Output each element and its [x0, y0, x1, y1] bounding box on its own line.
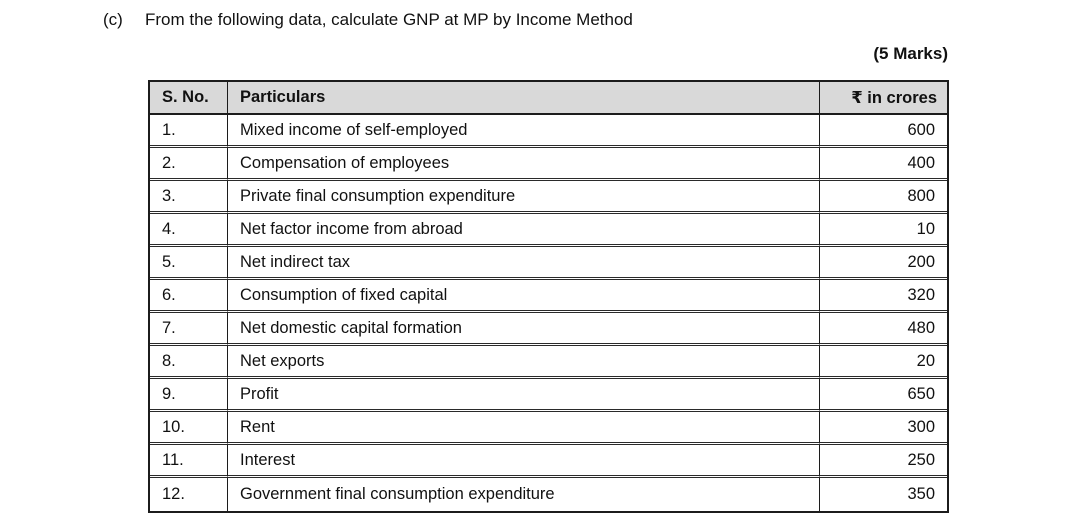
particulars-cell: Interest: [227, 445, 819, 478]
table-row: 1. Mixed income of self-employed 600: [150, 115, 947, 148]
table-row: 12. Government final consumption expendi…: [150, 478, 947, 511]
amount-cell: 650: [819, 379, 947, 412]
amount-cell: 350: [819, 478, 947, 511]
header-particulars: Particulars: [227, 82, 819, 115]
header-sno: S. No.: [150, 82, 227, 115]
amount-cell: 320: [819, 280, 947, 313]
particulars-cell: Net factor income from abroad: [227, 214, 819, 247]
sno-cell: 2.: [150, 148, 227, 181]
table-row: 6. Consumption of fixed capital 320: [150, 280, 947, 313]
sno-cell: 7.: [150, 313, 227, 346]
table-row: 4. Net factor income from abroad 10: [150, 214, 947, 247]
marks-badge: (5 Marks): [873, 44, 948, 63]
particulars-cell: Net domestic capital formation: [227, 313, 819, 346]
question-heading: (c) From the following data, calculate G…: [103, 9, 633, 31]
table-row: 11. Interest 250: [150, 445, 947, 478]
amount-cell: 600: [819, 115, 947, 148]
table-header-row: S. No. Particulars ₹ in crores: [150, 82, 947, 115]
particulars-cell: Mixed income of self-employed: [227, 115, 819, 148]
gnp-data-table: S. No. Particulars ₹ in crores 1. Mixed …: [148, 80, 949, 513]
sno-cell: 9.: [150, 379, 227, 412]
table-row: 5. Net indirect tax 200: [150, 247, 947, 280]
question-label: (c): [103, 10, 123, 29]
table-row: 8. Net exports 20: [150, 346, 947, 379]
particulars-cell: Government final consumption expenditure: [227, 478, 819, 511]
particulars-cell: Profit: [227, 379, 819, 412]
table-row: 2. Compensation of employees 400: [150, 148, 947, 181]
amount-cell: 10: [819, 214, 947, 247]
sno-cell: 10.: [150, 412, 227, 445]
amount-cell: 480: [819, 313, 947, 346]
sno-cell: 6.: [150, 280, 227, 313]
sno-cell: 1.: [150, 115, 227, 148]
sno-cell: 3.: [150, 181, 227, 214]
particulars-cell: Consumption of fixed capital: [227, 280, 819, 313]
amount-cell: 800: [819, 181, 947, 214]
question-text: From the following data, calculate GNP a…: [145, 10, 633, 29]
sno-cell: 4.: [150, 214, 227, 247]
particulars-cell: Rent: [227, 412, 819, 445]
sno-cell: 12.: [150, 478, 227, 511]
header-amount: ₹ in crores: [819, 82, 947, 115]
particulars-cell: Net indirect tax: [227, 247, 819, 280]
table-row: 3. Private final consumption expenditure…: [150, 181, 947, 214]
amount-cell: 250: [819, 445, 947, 478]
table-row: 9. Profit 650: [150, 379, 947, 412]
sno-cell: 11.: [150, 445, 227, 478]
particulars-cell: Net exports: [227, 346, 819, 379]
amount-cell: 20: [819, 346, 947, 379]
table-row: 7. Net domestic capital formation 480: [150, 313, 947, 346]
sno-cell: 5.: [150, 247, 227, 280]
amount-cell: 200: [819, 247, 947, 280]
particulars-cell: Compensation of employees: [227, 148, 819, 181]
table-row: 10. Rent 300: [150, 412, 947, 445]
particulars-cell: Private final consumption expenditure: [227, 181, 819, 214]
amount-cell: 400: [819, 148, 947, 181]
amount-cell: 300: [819, 412, 947, 445]
sno-cell: 8.: [150, 346, 227, 379]
